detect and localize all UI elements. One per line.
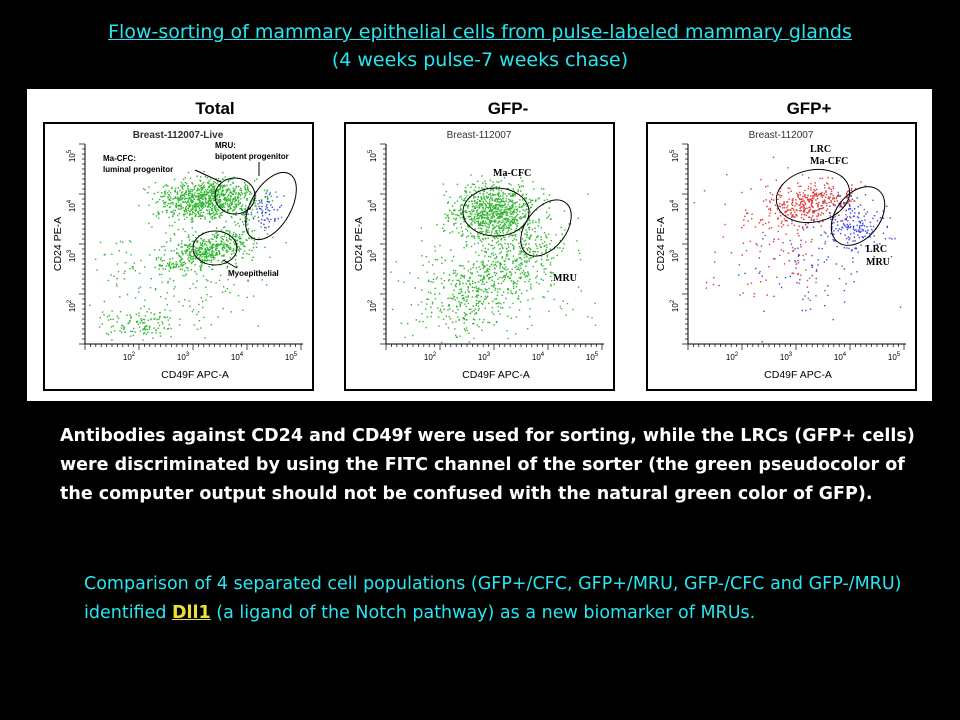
x-axis-label: CD49F APC-A (462, 369, 530, 381)
plot-gfp-minus: Breast-112007 102 103 104 105 102 103 104 105 CD… (344, 122, 615, 391)
gate-mru (830, 186, 886, 246)
y-tick-label: 105 (368, 149, 378, 162)
panel-heading-total: Total (195, 99, 235, 118)
y-tick-label: 104 (670, 199, 680, 212)
slide-title: Flow-sorting of mammary epithelial cells… (108, 21, 852, 43)
gate-ma-cfc (775, 168, 851, 224)
y-tick-label: 102 (67, 299, 77, 312)
x-tick-label: 105 (888, 352, 901, 362)
y-tick-label: 104 (368, 199, 378, 212)
x-tick-label: 105 (586, 352, 599, 362)
y-tick-label: 103 (368, 249, 378, 262)
gate-mru (245, 171, 297, 241)
annotation-label: MRU (866, 257, 890, 268)
gate-myoepithelial (192, 230, 238, 266)
sample-name: Breast-112007 (447, 130, 512, 141)
gate-mru (520, 199, 572, 257)
sample-name: Breast-112007 (749, 130, 814, 141)
paragraph-text: (a ligand of the Notch pathway) as a new… (210, 603, 756, 623)
y-tick-label: 103 (67, 249, 77, 262)
annotation-label: luminal progenitor (103, 165, 173, 174)
y-axis-label: CD24 PE-A (655, 217, 667, 271)
annotation-label: Ma-CFC: (103, 154, 136, 163)
dot-cloud (89, 171, 287, 341)
annotation-label: Ma-CFC (493, 168, 531, 179)
y-axis-label: CD24 PE-A (52, 217, 64, 271)
annotation-label: MRU (553, 273, 577, 284)
body-paragraph-comparison: Comparison of 4 separated cell populatio… (84, 570, 944, 628)
x-tick-label: 102 (123, 352, 136, 362)
dot-cloud (390, 174, 597, 344)
annotation-label: Ma-CFC (810, 156, 848, 167)
panel-heading-gfp-plus: GFP+ (786, 99, 832, 118)
annotation-label: LRC (810, 144, 831, 155)
gate-ma-cfc (462, 187, 530, 237)
arrow (194, 169, 222, 183)
y-tick-label: 105 (670, 149, 680, 162)
axes: 102 103 104 105 102 103 104 105 CD49F APC-A CD24 … (52, 143, 303, 381)
sample-name: Breast-112007-Live (133, 130, 224, 141)
paragraph-text: Comparison of 4 separated cell populatio… (84, 574, 902, 623)
x-axis-label: CD49F APC-A (161, 369, 229, 381)
x-axis-label: CD49F APC-A (764, 369, 832, 381)
y-tick-label: 103 (670, 249, 680, 262)
flow-cytometry-figure: Total GFP- GFP+ Breast-112007-Live 102 10… (27, 89, 932, 401)
annotation-label: bipotent progenitor (215, 152, 289, 161)
x-tick-label: 105 (285, 352, 298, 362)
y-tick-label: 105 (67, 149, 77, 162)
x-tick-label: 104 (231, 352, 244, 362)
y-axis-label: CD24 PE-A (353, 217, 365, 271)
plot-gfp-plus: Breast-112007 102 103 104 105 102 103 104 105 CD… (646, 122, 917, 391)
dll1-link[interactable]: Dll1 (172, 603, 211, 623)
gate-ma-cfc (214, 177, 256, 215)
y-tick-label: 104 (67, 199, 77, 212)
plot-total: Breast-112007-Live 102 103 104 105 102 103 104… (43, 122, 314, 391)
x-tick-label: 104 (532, 352, 545, 362)
annotation-label: Myoepithelial (228, 269, 279, 278)
axes: 102 103 104 105 102 103 104 105 CD49F APC-A CD24 … (655, 143, 906, 381)
panel-heading-gfp-minus: GFP- (487, 99, 529, 118)
x-tick-label: 103 (478, 352, 491, 362)
x-tick-label: 103 (177, 352, 190, 362)
annotation-label: MRU: (215, 141, 236, 150)
x-tick-label: 104 (834, 352, 847, 362)
slide-subtitle: (4 weeks pulse-7 weeks chase) (331, 49, 629, 71)
x-tick-label: 103 (780, 352, 793, 362)
body-paragraph-sorting: Antibodies against CD24 and CD49f were u… (60, 426, 915, 504)
y-tick-label: 102 (670, 299, 680, 312)
y-tick-label: 102 (368, 299, 378, 312)
x-tick-label: 102 (726, 352, 739, 362)
axes: 102 103 104 105 102 103 104 105 CD49F APC-A CD24 … (353, 143, 604, 381)
annotation-label: LRC (866, 244, 887, 255)
x-tick-label: 102 (424, 352, 437, 362)
arrow (222, 259, 238, 269)
